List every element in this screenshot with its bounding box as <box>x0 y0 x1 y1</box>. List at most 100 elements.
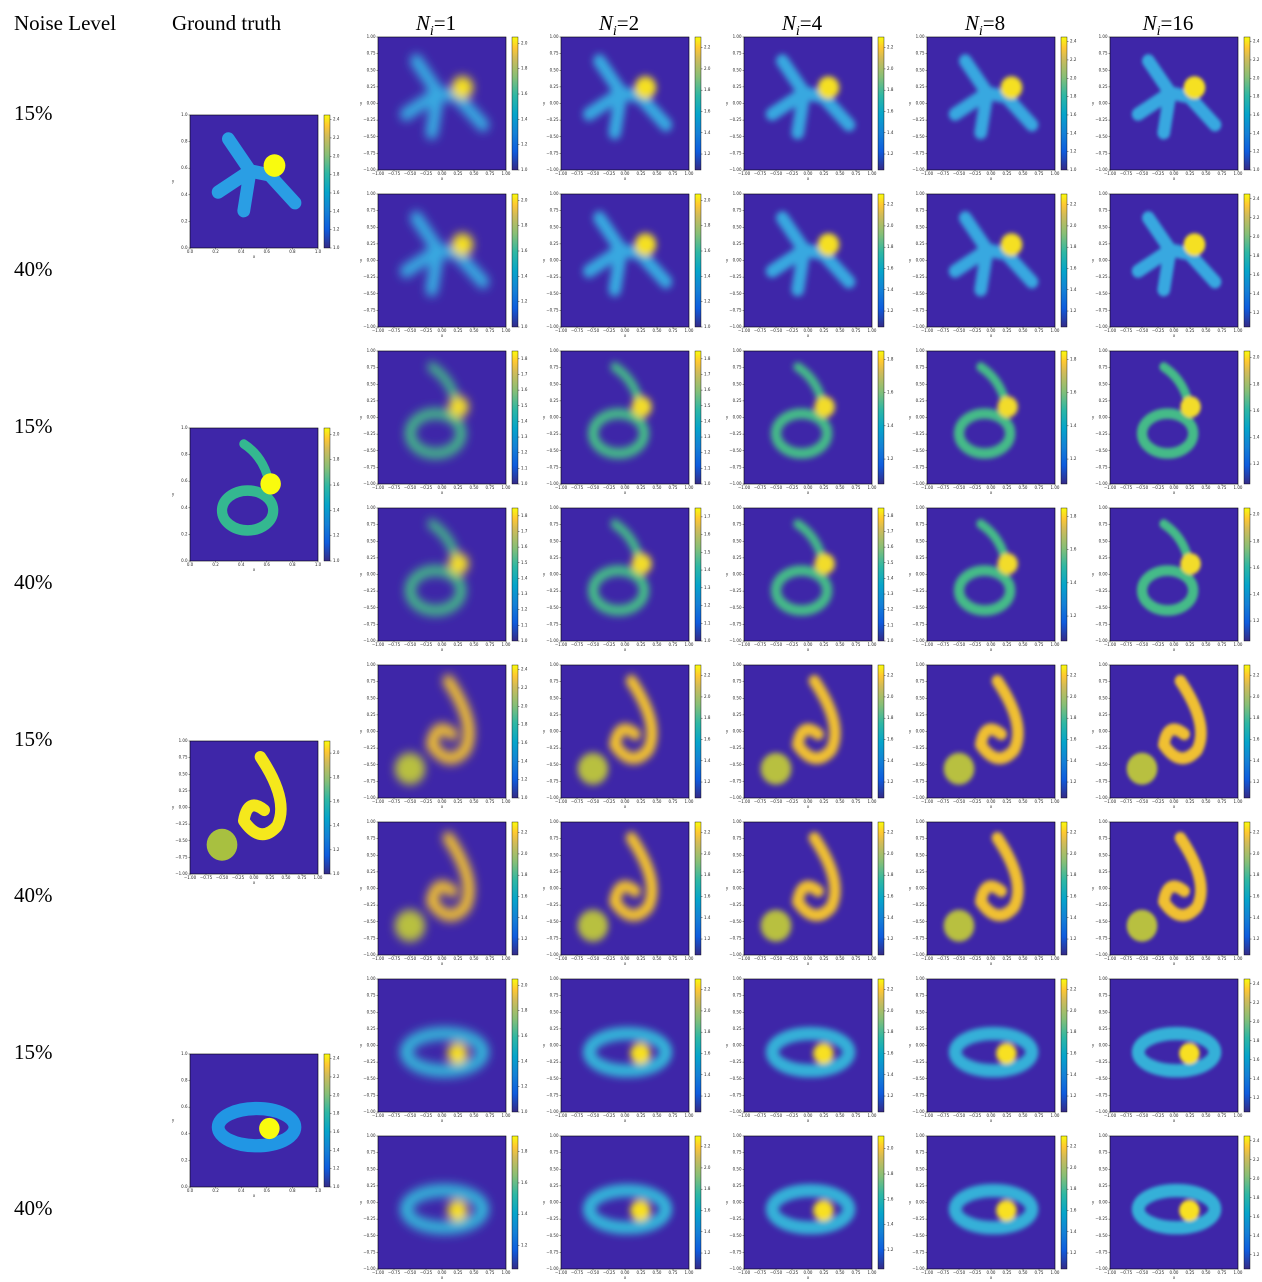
y-tick-label: −0.75 <box>546 1249 559 1254</box>
colorbar-tick-label: 1.6 <box>1253 565 1260 570</box>
y-axis-label: y <box>172 805 175 810</box>
colorbar-tick-label: 1.7 <box>704 371 711 376</box>
y-tick-label: −0.75 <box>912 1092 925 1097</box>
y-tick-label: −1.00 <box>546 1109 559 1114</box>
y-tick-label: 1.00 <box>1099 348 1108 353</box>
colorbar-tick-label: 1.4 <box>704 567 711 572</box>
y-tick-label: 0.50 <box>179 771 188 776</box>
y-tick-label: 1.00 <box>1099 976 1108 981</box>
colorbar-tick-label: 1.6 <box>887 1196 894 1201</box>
colorbar-tick-label: 1.8 <box>887 87 894 92</box>
inclusion <box>259 1118 279 1139</box>
x-tick-label: −0.75 <box>571 799 584 804</box>
colorbar <box>878 351 884 484</box>
colorbar-tick-label: 2.2 <box>704 45 711 50</box>
colorbar-tick-label: 2.0 <box>521 851 528 856</box>
x-tick-label: 0.75 <box>852 642 861 647</box>
colorbar-tick-label: 1.6 <box>521 248 528 253</box>
y-tick-label: 1.00 <box>550 34 559 39</box>
y-tick-label: −0.75 <box>912 464 925 469</box>
y-tick-label: −0.25 <box>729 431 742 436</box>
colorbar-tick-label: 2.2 <box>1070 202 1077 207</box>
x-tick-label: −0.75 <box>388 642 401 647</box>
inclusion <box>1184 233 1206 256</box>
colorbar-tick-label: 1.5 <box>521 403 528 408</box>
y-tick-label: −0.50 <box>912 134 925 139</box>
y-tick-label: 1.00 <box>733 505 742 510</box>
y-tick-label: 1.00 <box>733 662 742 667</box>
y-tick-label: −0.75 <box>363 307 376 312</box>
x-tick-label: 0.50 <box>282 875 291 880</box>
x-tick-label: 0.0 <box>187 249 194 254</box>
x-tick-label: −0.50 <box>404 1113 417 1118</box>
colorbar-tick-label: 1.2 <box>887 936 894 941</box>
colorbar-tick-label: 2.0 <box>887 66 894 71</box>
y-tick-label: −1.00 <box>546 795 559 800</box>
inclusion <box>1180 553 1200 574</box>
colorbar-tick-label: 1.4 <box>887 915 894 920</box>
y-tick-label: −0.25 <box>546 274 559 279</box>
colorbar <box>512 665 518 798</box>
x-tick-label: 0.75 <box>669 642 678 647</box>
y-tick-label: −0.25 <box>1095 1059 1108 1064</box>
y-tick-label: −1.00 <box>363 481 376 486</box>
y-tick-label: −0.25 <box>912 1216 925 1221</box>
colorbar-tick-label: 1.8 <box>887 1171 894 1176</box>
inclusion <box>1179 1200 1199 1221</box>
colorbar-tick-label: 1.2 <box>887 151 894 156</box>
y-tick-label: −1.00 <box>546 1266 559 1271</box>
x-tick-label: −0.75 <box>1120 485 1133 490</box>
colorbar-tick-label: 1.6 <box>1070 390 1077 395</box>
colorbar-tick-label: 1.8 <box>1070 356 1077 361</box>
x-axis-label: x <box>807 1118 810 1123</box>
x-tick-label: 0.25 <box>820 642 829 647</box>
x-tick-label: 0.50 <box>1019 1113 1028 1118</box>
colorbar-tick-label: 1.2 <box>521 299 528 304</box>
y-tick-label: 0.25 <box>1099 555 1108 560</box>
colorbar <box>1061 979 1067 1112</box>
y-tick-label: 1.00 <box>367 976 376 981</box>
y-tick-label: −0.50 <box>363 134 376 139</box>
y-tick-label: −0.25 <box>363 902 376 907</box>
y-tick-label: 0.75 <box>733 208 742 213</box>
x-tick-label: −0.50 <box>404 328 417 333</box>
x-tick-label: −0.50 <box>587 171 600 176</box>
x-tick-label: 0.25 <box>1186 956 1195 961</box>
y-tick-label: 0.75 <box>1099 522 1108 527</box>
y-tick-label: 0.50 <box>916 852 925 857</box>
x-tick-label: −0.75 <box>937 1270 950 1275</box>
x-tick-label: 0.25 <box>1003 485 1012 490</box>
x-tick-label: 0.75 <box>1218 171 1227 176</box>
x-tick-label: 0.4 <box>238 1188 245 1193</box>
y-tick-label: 0.50 <box>1099 538 1108 543</box>
x-tick-label: −0.75 <box>1120 799 1133 804</box>
colorbar-tick-label: 1.8 <box>1070 94 1077 99</box>
x-tick-label: 0.50 <box>836 1113 845 1118</box>
x-tick-label: 1.00 <box>685 485 694 490</box>
inclusion <box>814 553 834 574</box>
x-axis-label: x <box>441 176 444 181</box>
x-tick-label: 0.50 <box>470 1270 479 1275</box>
y-tick-label: −0.75 <box>1095 464 1108 469</box>
y-tick-label: 0.75 <box>733 993 742 998</box>
x-tick-label: 1.00 <box>502 799 511 804</box>
inclusion <box>813 1200 833 1221</box>
colorbar-tick-label: 2.2 <box>1253 1000 1260 1005</box>
colorbar-tick-label: 1.6 <box>887 108 894 113</box>
colorbar-tick-label: 1.0 <box>1253 167 1260 172</box>
x-tick-label: 0.50 <box>653 956 662 961</box>
colorbar-tick-label: 1.8 <box>521 356 528 361</box>
x-tick-label: 0.50 <box>1019 1270 1028 1275</box>
image <box>378 508 506 641</box>
x-tick-label: −0.50 <box>770 328 783 333</box>
x-tick-label: 0.75 <box>1218 1113 1227 1118</box>
x-tick-label: −0.50 <box>216 875 229 880</box>
y-tick-label: 0.50 <box>733 538 742 543</box>
y-tick-label: −0.25 <box>729 274 742 279</box>
x-tick-label: 0.2 <box>212 562 219 567</box>
y-axis-label: y <box>909 729 912 734</box>
y-tick-label: 0.00 <box>367 258 376 263</box>
colorbar-tick-label: 1.8 <box>1070 244 1077 249</box>
x-tick-label: 0.25 <box>454 642 463 647</box>
colorbar-tick-label: 1.2 <box>887 1247 894 1252</box>
